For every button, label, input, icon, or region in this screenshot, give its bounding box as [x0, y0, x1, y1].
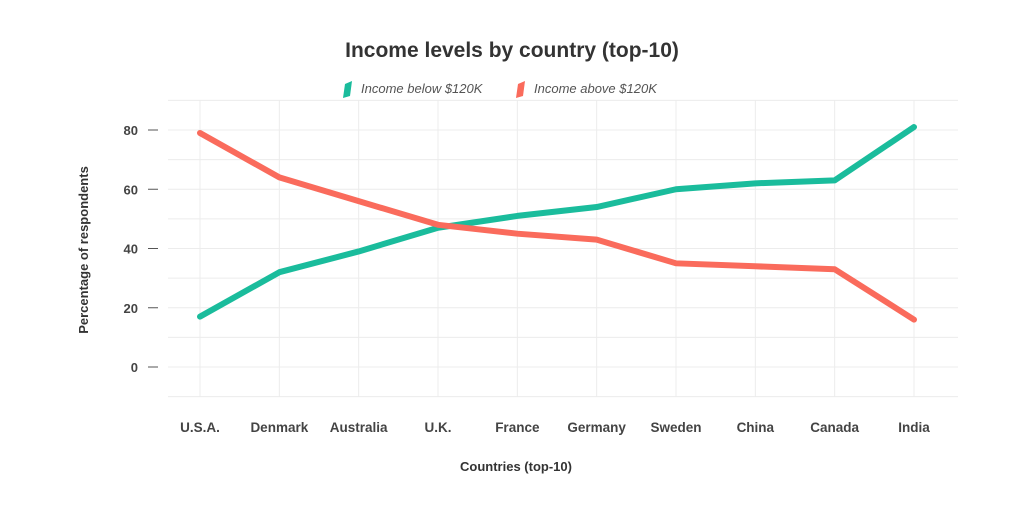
chart-title: Income levels by country (top-10) — [345, 39, 679, 62]
series-line-income-below[interactable] — [197, 124, 917, 320]
legend-item-income-above[interactable]: Income above $120K — [516, 81, 658, 98]
y-tick-label: 0 — [131, 360, 138, 375]
y-axis: 0 20 40 60 80 — [124, 123, 158, 375]
grid — [168, 99, 958, 398]
x-tick-label: France — [495, 420, 540, 435]
x-tick-label: Australia — [330, 420, 388, 435]
legend-swatch-income-above — [516, 81, 525, 98]
y-axis-label: Percentage of respondents — [76, 166, 91, 334]
legend-item-income-below[interactable]: Income below $120K — [343, 81, 484, 98]
x-tick-label: China — [737, 420, 775, 435]
x-tick-label: Sweden — [650, 420, 701, 435]
legend: Income below $120K Income above $120K — [343, 81, 658, 98]
x-tick-label: Denmark — [250, 420, 308, 435]
y-tick-label: 80 — [124, 123, 138, 138]
x-axis: U.S.A. Denmark Australia U.K. France Germany S… — [180, 420, 930, 435]
x-tick-label: U.S.A. — [180, 420, 220, 435]
legend-label-income-below: Income below $120K — [361, 81, 484, 96]
y-tick-label: 60 — [124, 182, 138, 197]
y-tick-label: 40 — [124, 242, 138, 257]
x-tick-label: U.K. — [425, 420, 452, 435]
legend-swatch-income-below — [343, 81, 352, 98]
series-line-income-above[interactable] — [197, 129, 917, 323]
legend-label-income-above: Income above $120K — [534, 81, 658, 96]
series — [197, 124, 917, 323]
x-axis-label: Countries (top-10) — [460, 459, 572, 474]
y-tick-label: 20 — [124, 301, 138, 316]
x-tick-label: India — [898, 420, 930, 435]
x-tick-label: Canada — [810, 420, 859, 435]
x-tick-label: Germany — [567, 420, 626, 435]
